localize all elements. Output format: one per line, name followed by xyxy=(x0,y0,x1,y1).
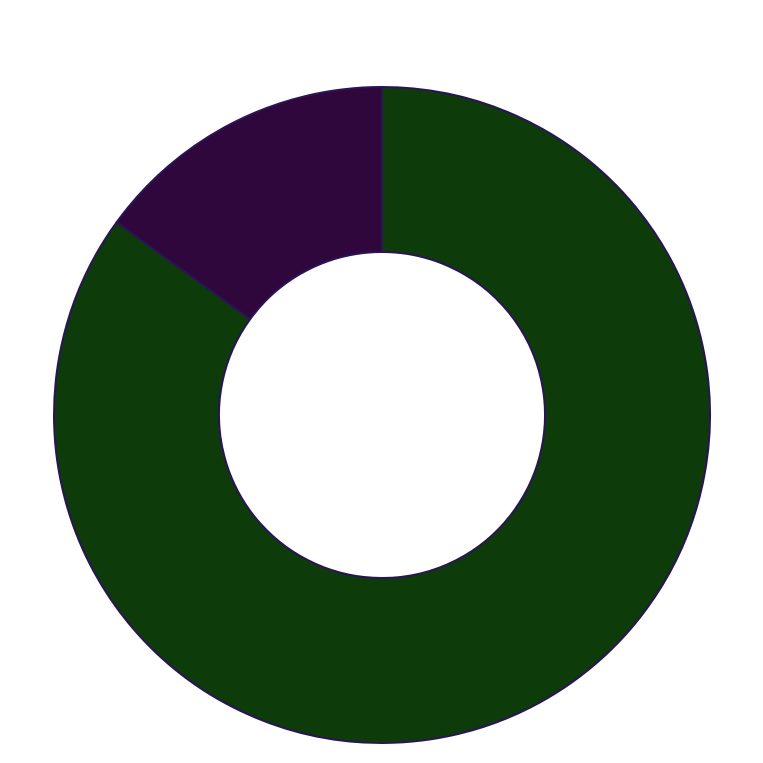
donut-slices xyxy=(53,85,711,744)
donut-slice-2 xyxy=(115,85,383,321)
donut-slice-1 xyxy=(53,85,711,744)
